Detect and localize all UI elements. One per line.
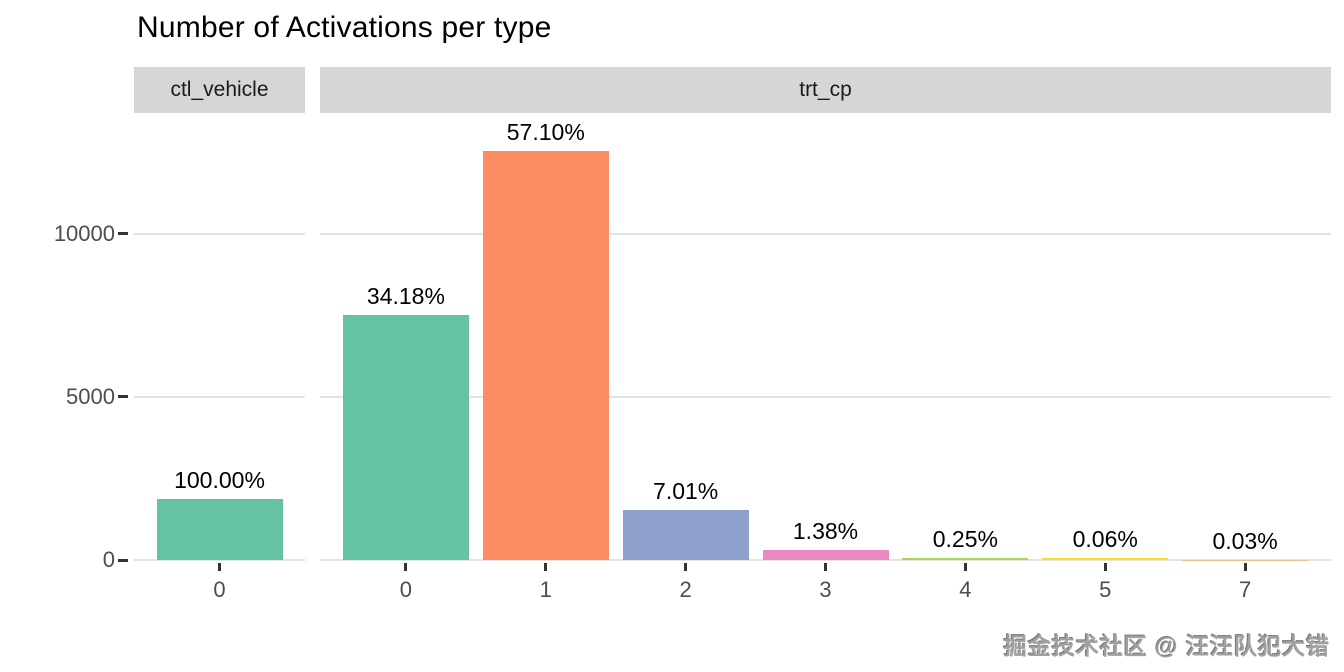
facet-strip-label: ctl_vehicle — [170, 78, 269, 101]
bar-percent-label: 100.00% — [174, 467, 265, 494]
bar-trt_cp-1 — [482, 150, 609, 560]
bar-ctl_vehicle-0 — [156, 499, 283, 560]
gridline-5000 — [134, 395, 305, 398]
bar-percent-label: 0.03% — [1212, 527, 1278, 554]
bar-trt_cp-0 — [342, 315, 469, 560]
x-tick-mark-trt_cp-3 — [824, 563, 827, 571]
y-tick-mark-10000 — [118, 232, 128, 235]
x-tick-label-trt_cp-5: 5 — [1099, 577, 1112, 602]
x-tick-mark-trt_cp-5 — [1103, 563, 1107, 571]
x-tick-label-ctl_vehicle-0: 0 — [213, 577, 226, 602]
x-tick-mark-trt_cp-2 — [684, 563, 688, 571]
watermark: 掘金技术社区 @ 汪汪队犯大错 — [1003, 633, 1330, 659]
bar-percent-label: 7.01% — [653, 477, 719, 504]
bar-percent-label: 0.25% — [932, 525, 998, 552]
bar-trt_cp-3 — [762, 550, 889, 560]
bar-percent-label: 1.38% — [792, 518, 859, 545]
x-tick-label-trt_cp-1: 1 — [539, 577, 552, 602]
x-tick-label-trt_cp-4: 4 — [959, 577, 972, 602]
x-tick-mark-trt_cp-1 — [544, 563, 548, 571]
bar-trt_cp-4 — [902, 557, 1029, 560]
gridline-0 — [134, 559, 305, 561]
bar-percent-label: 0.06% — [1072, 525, 1138, 552]
chart-title: Number of Activations per type — [137, 11, 552, 44]
x-tick-label-trt_cp-3: 3 — [819, 577, 832, 602]
y-tick-label-5000: 5000 — [66, 383, 115, 409]
y-tick-mark-0 — [118, 558, 128, 562]
x-tick-mark-trt_cp-0 — [404, 563, 408, 571]
gridline-10000 — [134, 232, 305, 235]
x-tick-label-trt_cp-2: 2 — [679, 577, 692, 602]
gridline-0 — [320, 559, 1331, 561]
x-tick-mark-trt_cp-7 — [1243, 563, 1247, 571]
gridline-5000 — [320, 395, 1331, 398]
facet-strip-label: trt_cp — [799, 78, 852, 101]
bar-trt_cp-2 — [622, 509, 749, 560]
y-tick-label-0: 0 — [102, 547, 115, 572]
bar-percent-label: 57.10% — [506, 118, 585, 145]
x-tick-mark-trt_cp-4 — [963, 563, 967, 571]
x-tick-mark-ctl_vehicle-0 — [218, 563, 221, 571]
x-tick-label-trt_cp-7: 7 — [1238, 577, 1252, 602]
bar-trt_cp-5 — [1042, 557, 1169, 560]
y-tick-mark-5000 — [118, 395, 128, 399]
bar-percent-label: 34.18% — [366, 283, 445, 310]
y-tick-label-10000: 10000 — [53, 220, 115, 246]
facet-strip-ctl_vehicle: ctl_vehicle — [134, 67, 305, 113]
gridline-10000 — [320, 232, 1331, 235]
x-tick-label-trt_cp-0: 0 — [399, 577, 413, 602]
facet-strip-trt_cp: trt_cp — [320, 67, 1331, 113]
